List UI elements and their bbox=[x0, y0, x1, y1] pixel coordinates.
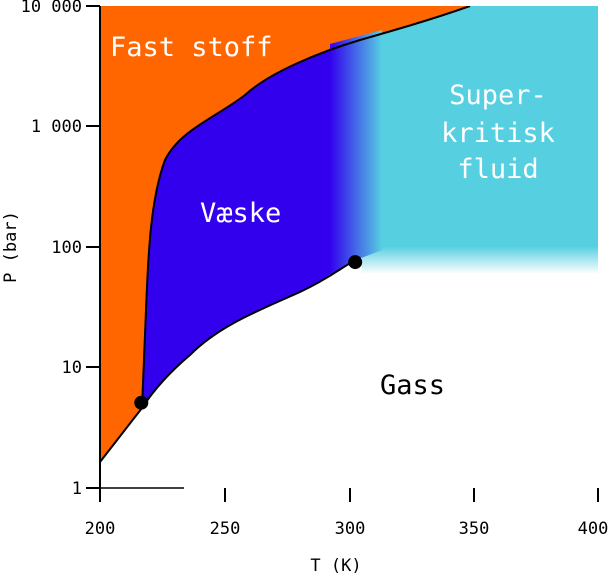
supercritical-region bbox=[340, 6, 598, 250]
gas-region-label: Gass bbox=[380, 370, 445, 401]
liquid-region bbox=[142, 40, 360, 408]
y-axis-title: P (bar) bbox=[1, 211, 21, 283]
y-tick-label-10000: 10 000 bbox=[21, 0, 82, 17]
critical-point-marker bbox=[348, 255, 363, 270]
x-tick-label-400: 400 bbox=[578, 519, 609, 539]
triple-point-marker bbox=[134, 395, 149, 410]
solid-region bbox=[100, 6, 470, 462]
y-ticks bbox=[86, 5, 100, 489]
x-tick-label-300: 300 bbox=[335, 519, 366, 539]
supercritical-label-line-3: fluid bbox=[457, 154, 538, 185]
x-ticks bbox=[99, 488, 599, 502]
x-tick-label-250: 250 bbox=[210, 519, 241, 539]
vaporization-curve bbox=[141, 259, 357, 409]
solid-region-label: Fast stoff bbox=[110, 32, 273, 63]
y-tick-label-1000: 1 000 bbox=[31, 117, 82, 137]
x-tick-label-200: 200 bbox=[85, 519, 116, 539]
liquid-supercritical-transition bbox=[330, 30, 382, 275]
y-tick-label-100: 100 bbox=[51, 238, 82, 258]
sublimation-curve bbox=[100, 407, 143, 463]
liquid-region-label: Væske bbox=[200, 198, 281, 229]
melting-curve bbox=[141, 6, 471, 409]
supercritical-gas-transition bbox=[362, 246, 598, 274]
y-tick-label-1: 1 bbox=[72, 479, 82, 499]
y-tick-label-10: 10 bbox=[62, 358, 82, 378]
supercritical-label-line-2: kritisk bbox=[441, 118, 555, 149]
x-axis-title: T (K) bbox=[310, 556, 361, 576]
supercritical-label-line-1: Super- bbox=[449, 80, 547, 111]
x-tick-label-350: 350 bbox=[459, 519, 490, 539]
